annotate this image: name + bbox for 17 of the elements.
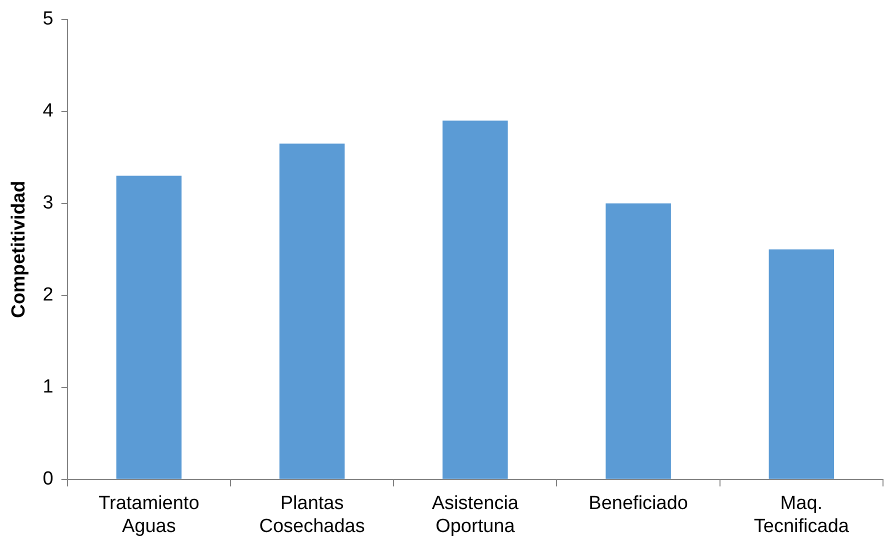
bar [768,249,834,479]
x-tick-label: Asistencia Oportuna [432,493,519,537]
x-tick-label: Plantas Cosechadas [259,493,365,537]
bar [279,144,345,479]
y-tick-label: 5 [42,8,54,30]
y-axis-title: Competitividad [8,180,30,318]
y-tick-label: 2 [42,284,54,306]
x-tick-label: Maq. Tecnificada [754,493,850,537]
y-tick-label: 0 [42,468,54,490]
y-tick-label: 4 [42,100,54,122]
bar [606,203,671,479]
x-tick-label: Tratamiento Aguas [98,493,200,537]
x-tick-label: Beneficiado [588,493,688,514]
bar [442,120,508,479]
bar [116,176,182,479]
y-tick-label: 1 [42,376,54,398]
y-tick-label: 3 [42,192,54,214]
